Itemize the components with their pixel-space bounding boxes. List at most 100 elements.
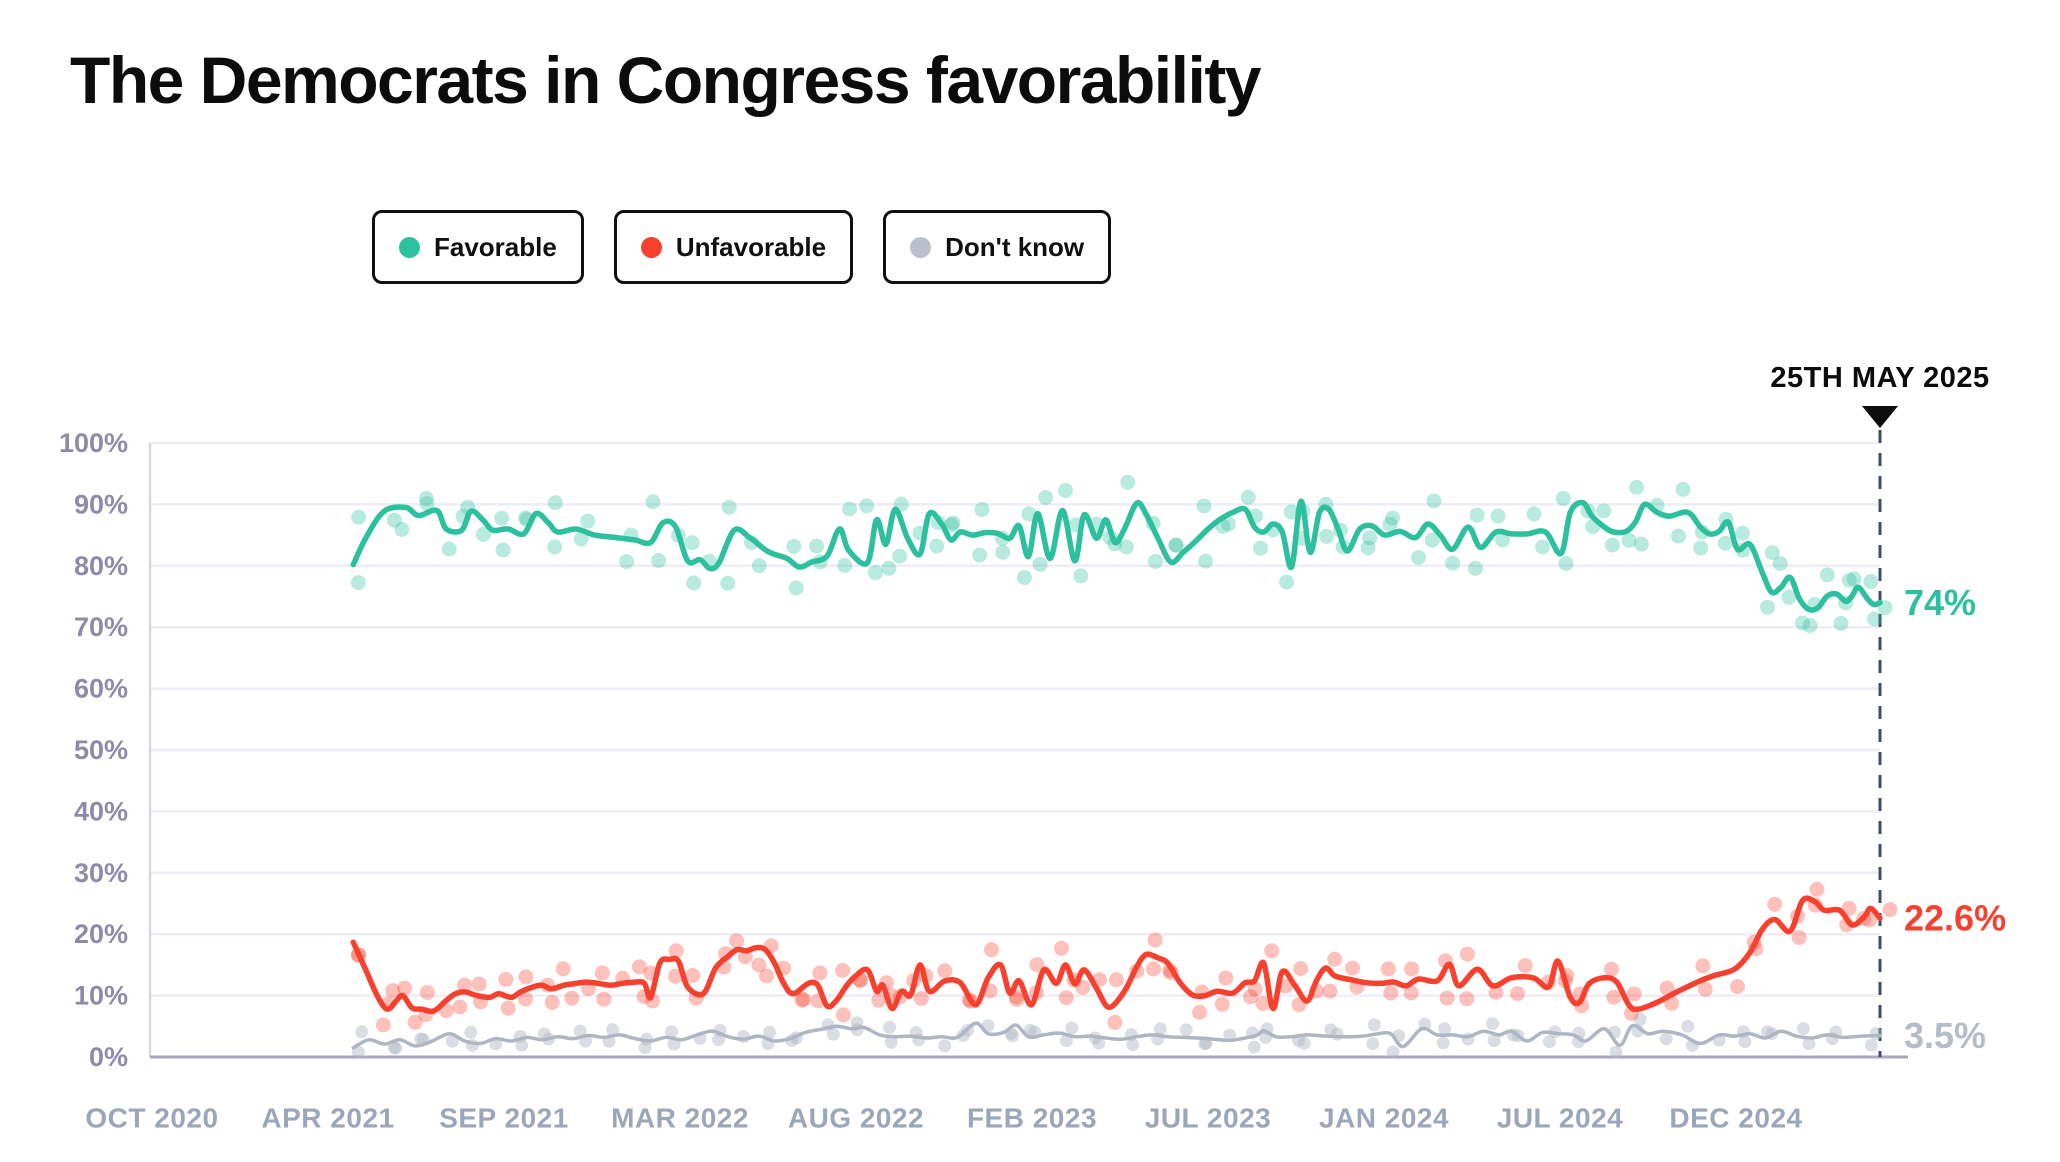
scatter-dot-don-t-know — [1864, 1038, 1878, 1052]
scatter-dot-favorable — [1058, 483, 1073, 498]
legend-item-favorable[interactable]: Favorable — [372, 210, 584, 284]
scatter-dot-favorable — [1426, 493, 1442, 509]
scatter-dot-don-t-know — [1092, 1036, 1106, 1050]
scatter-dot-don-t-know — [737, 1030, 750, 1043]
scatter-dot-unfavorable — [518, 969, 534, 985]
scatter-dot-favorable — [1764, 545, 1780, 561]
scatter-dot-favorable — [1016, 570, 1032, 586]
series-line-don-t-know — [351, 1021, 1882, 1050]
x-axis-tick-label: JUL 2023 — [1145, 1103, 1271, 1134]
y-axis-tick-label: 30% — [74, 858, 128, 888]
end-label-don-t-know: 3.5% — [1904, 1015, 1986, 1056]
scatter-dot-favorable — [1772, 556, 1788, 571]
scatter-dot-don-t-know — [1487, 1034, 1501, 1048]
scatter-dot-favorable — [859, 498, 875, 514]
x-axis-tick-label: MAR 2022 — [611, 1103, 749, 1134]
scatter-dot-unfavorable — [1192, 1004, 1207, 1020]
scatter-dot-favorable — [867, 565, 883, 581]
x-axis-tick-label: JUL 2024 — [1497, 1103, 1623, 1134]
legend-item-dont_know[interactable]: Don't know — [883, 210, 1112, 284]
scatter-dot-unfavorable — [1107, 1014, 1123, 1030]
scatter-dot-favorable — [1445, 555, 1461, 571]
scatter-dot-don-t-know — [665, 1025, 678, 1039]
scatter-dot-unfavorable — [751, 957, 767, 973]
scatter-dot-favorable — [1633, 536, 1649, 552]
scatter-dot-unfavorable — [498, 971, 514, 987]
scatter-dot-don-t-know — [1059, 1034, 1073, 1048]
scatter-dot-don-t-know — [537, 1027, 551, 1041]
scatter-dot-favorable — [1168, 537, 1184, 553]
scatter-dot-favorable — [684, 535, 700, 551]
scatter-dot-unfavorable — [796, 991, 811, 1007]
scatter-dot-favorable — [943, 517, 959, 533]
y-axis-tick-label: 60% — [74, 674, 128, 704]
scatter-dot-don-t-know — [355, 1025, 369, 1039]
scatter-dot-favorable — [1279, 574, 1295, 590]
scatter-dot-favorable — [1021, 506, 1037, 522]
scatter-dot-favorable — [1863, 574, 1879, 589]
scatter-dot-favorable — [1535, 539, 1550, 555]
scatter-dot-unfavorable — [1147, 932, 1163, 948]
scatter-dot-favorable — [1846, 571, 1862, 587]
scatter-dot-don-t-know — [1486, 1017, 1500, 1031]
scatter-dot-favorable — [1819, 567, 1835, 583]
scatter-dot-favorable — [645, 494, 661, 510]
scatter-dot-unfavorable — [564, 990, 580, 1006]
scatter-dot-unfavorable — [1695, 958, 1711, 974]
scatter-dot-favorable — [1148, 553, 1163, 569]
scatter-dot-unfavorable — [1322, 983, 1338, 999]
scatter-dot-don-t-know — [938, 1039, 952, 1053]
scatter-dot-don-t-know — [1023, 1023, 1037, 1037]
scatter-dot-favorable — [1867, 611, 1883, 627]
scatter-dot-favorable — [1841, 572, 1857, 588]
scatter-dot-favorable — [1196, 498, 1212, 514]
scatter-dot-unfavorable — [500, 1000, 516, 1016]
y-axis-tick-label: 80% — [74, 551, 128, 581]
scatter-dot-favorable — [1360, 540, 1376, 556]
scatter-dot-favorable — [1385, 510, 1400, 526]
scatter-dot-favorable — [1621, 532, 1637, 548]
scatter-dot-unfavorable — [1345, 960, 1360, 976]
scatter-dot-don-t-know — [1366, 1037, 1380, 1051]
scatter-dot-favorable — [494, 510, 510, 526]
scatter-dot-unfavorable — [1626, 986, 1642, 1002]
scatter-dot-don-t-know — [1223, 1028, 1237, 1042]
scatter-dot-unfavorable — [407, 1014, 423, 1030]
scatter-dot-favorable — [1362, 530, 1378, 546]
scatter-dot-unfavorable — [1697, 981, 1713, 997]
scatter-dot-don-t-know — [1198, 1037, 1212, 1051]
scatter-dot-favorable — [386, 512, 402, 528]
scatter-dot-favorable — [1693, 540, 1709, 556]
scatter-dot-favorable — [1717, 535, 1733, 551]
legend-dot-icon — [399, 236, 420, 258]
scatter-dot-don-t-know — [1796, 1022, 1810, 1035]
scatter-dot-favorable — [573, 531, 589, 547]
scatter-dot-don-t-know — [606, 1023, 620, 1037]
scatter-dot-don-t-know — [1681, 1019, 1695, 1033]
scatter-dot-favorable — [619, 554, 634, 570]
end-label-unfavorable: 22.6% — [1904, 898, 2006, 939]
scatter-dot-unfavorable — [555, 961, 571, 977]
scatter-dot-unfavorable — [1882, 902, 1898, 918]
legend-item-unfavorable[interactable]: Unfavorable — [613, 210, 854, 284]
scatter-dot-don-t-know — [826, 1027, 840, 1041]
scatter-dot-favorable — [721, 499, 737, 515]
scatter-dot-don-t-know — [1367, 1018, 1381, 1032]
scatter-dot-favorable — [1795, 615, 1810, 631]
x-axis-tick-label: JAN 2024 — [1319, 1103, 1449, 1134]
scatter-dot-favorable — [995, 544, 1011, 560]
scatter-dot-favorable — [837, 558, 853, 573]
scatter-dot-favorable — [1495, 532, 1510, 548]
scatter-dot-don-t-know — [573, 1024, 587, 1038]
scatter-dot-favorable — [1073, 568, 1089, 584]
current-date-marker-icon — [1862, 406, 1898, 428]
scatter-dot-favorable — [1596, 503, 1612, 519]
scatter-dot-favorable — [1240, 489, 1256, 505]
scatter-dot-unfavorable — [812, 965, 828, 981]
scatter-dot-favorable — [419, 496, 435, 511]
scatter-dot-unfavorable — [871, 992, 887, 1008]
scatter-dot-favorable — [842, 501, 857, 517]
scatter-dot-favorable — [441, 541, 457, 557]
scatter-dot-don-t-know — [638, 1041, 652, 1055]
